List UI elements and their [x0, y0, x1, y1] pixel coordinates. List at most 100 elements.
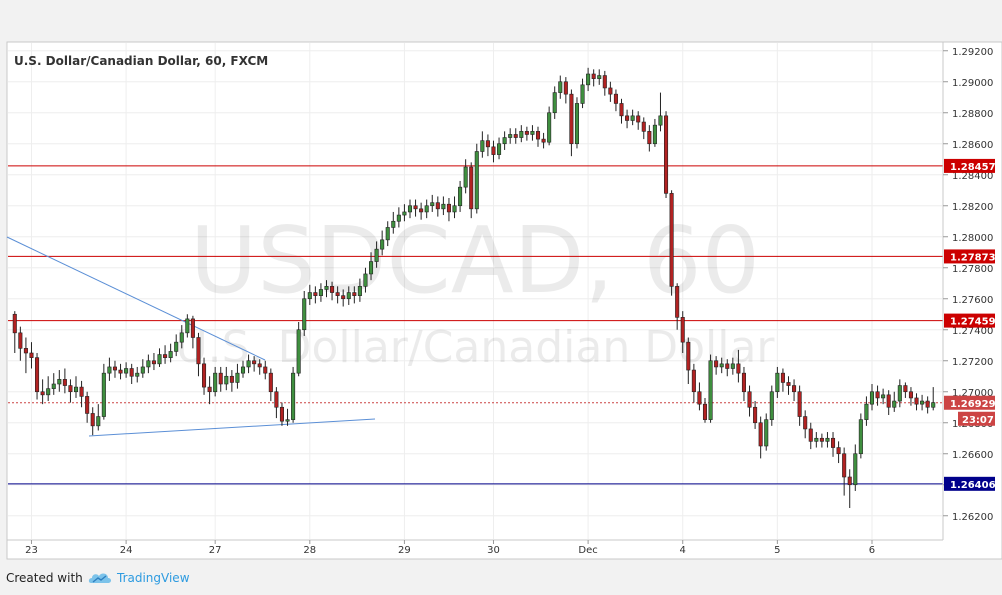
candle[interactable] [769, 385, 774, 426]
candle[interactable] [869, 384, 875, 411]
candle[interactable] [163, 345, 168, 364]
candle[interactable] [786, 376, 791, 395]
candle[interactable] [608, 81, 613, 102]
candle[interactable] [485, 134, 490, 157]
candle[interactable] [435, 196, 440, 217]
candle[interactable] [881, 388, 886, 405]
candle[interactable] [29, 342, 34, 369]
candle[interactable] [374, 241, 379, 268]
candle[interactable] [530, 125, 535, 141]
candle[interactable] [708, 354, 713, 423]
candle[interactable] [775, 366, 780, 398]
candle[interactable] [502, 131, 507, 150]
candle[interactable] [368, 252, 374, 281]
candle[interactable] [808, 422, 813, 450]
candle[interactable] [35, 353, 40, 400]
candle[interactable] [458, 180, 463, 212]
candle[interactable] [285, 408, 290, 426]
candle[interactable] [830, 432, 836, 457]
candle[interactable] [118, 363, 123, 380]
candle[interactable] [680, 311, 685, 353]
candle[interactable] [446, 198, 451, 222]
candle[interactable] [73, 376, 79, 398]
upper-trendline[interactable] [6, 236, 266, 361]
candle[interactable] [697, 382, 702, 411]
candle[interactable] [380, 230, 385, 256]
candle[interactable] [335, 286, 340, 304]
candle[interactable] [858, 413, 863, 459]
candle[interactable] [291, 366, 296, 423]
candle[interactable] [90, 407, 95, 436]
candle[interactable] [363, 267, 368, 293]
candle[interactable] [213, 366, 218, 397]
candle[interactable] [920, 394, 925, 411]
candle[interactable] [491, 140, 496, 163]
candle[interactable] [513, 128, 518, 144]
candle[interactable] [424, 199, 429, 219]
candle[interactable] [686, 337, 691, 385]
candle[interactable] [725, 359, 730, 377]
candle[interactable] [235, 363, 240, 389]
candle[interactable] [396, 207, 401, 228]
candle[interactable] [441, 196, 446, 216]
candle[interactable] [313, 286, 318, 304]
candle[interactable] [847, 469, 852, 508]
candle[interactable] [179, 325, 184, 349]
candle[interactable] [79, 380, 84, 408]
candle[interactable] [107, 357, 112, 381]
candle[interactable] [558, 75, 563, 99]
candle[interactable] [57, 370, 62, 392]
candle[interactable] [296, 322, 301, 377]
candle[interactable] [714, 356, 719, 375]
candle[interactable] [719, 357, 724, 374]
candle[interactable] [202, 357, 207, 395]
candle[interactable] [185, 314, 190, 338]
candle[interactable] [135, 366, 140, 383]
price-chart[interactable]: USDCAD, 60 U.S. Dollar/Canadian Dollar 1… [0, 0, 1002, 562]
candle[interactable] [586, 67, 591, 92]
candle[interactable] [914, 393, 919, 411]
candle[interactable] [302, 291, 307, 336]
candle[interactable] [224, 366, 229, 391]
candle[interactable] [341, 289, 346, 307]
candle[interactable] [146, 354, 151, 374]
candle[interactable] [257, 359, 262, 375]
candle[interactable] [352, 286, 357, 304]
candle[interactable] [591, 69, 596, 87]
lower-trendline[interactable] [88, 418, 376, 437]
candle[interactable] [263, 360, 268, 380]
candle[interactable] [836, 441, 841, 464]
candle[interactable] [252, 356, 257, 372]
candle[interactable] [792, 379, 797, 402]
candle[interactable] [474, 143, 479, 214]
candle[interactable] [151, 353, 156, 371]
candle[interactable] [497, 137, 502, 160]
candle[interactable] [758, 416, 763, 459]
candle[interactable] [864, 396, 869, 426]
candle[interactable] [274, 387, 279, 419]
candle[interactable] [129, 363, 134, 384]
candle[interactable] [619, 98, 624, 124]
candle[interactable] [51, 373, 56, 395]
candle[interactable] [140, 359, 145, 378]
candle[interactable] [730, 357, 735, 375]
candle[interactable] [552, 86, 557, 119]
candle[interactable] [597, 69, 602, 85]
candle[interactable] [691, 363, 696, 403]
candle[interactable] [675, 283, 680, 330]
candle[interactable] [207, 376, 212, 405]
candle[interactable] [669, 190, 674, 296]
candle[interactable] [931, 387, 936, 411]
candle[interactable] [68, 379, 73, 403]
candle[interactable] [279, 402, 284, 426]
candle[interactable] [18, 326, 23, 361]
candle[interactable] [218, 366, 223, 392]
candle[interactable] [346, 286, 351, 305]
candle[interactable] [307, 284, 312, 305]
candle[interactable] [40, 379, 45, 405]
candle[interactable] [764, 413, 769, 451]
candle[interactable] [636, 111, 641, 130]
candle[interactable] [547, 106, 552, 146]
candle[interactable] [430, 194, 435, 212]
candle[interactable] [168, 343, 173, 363]
